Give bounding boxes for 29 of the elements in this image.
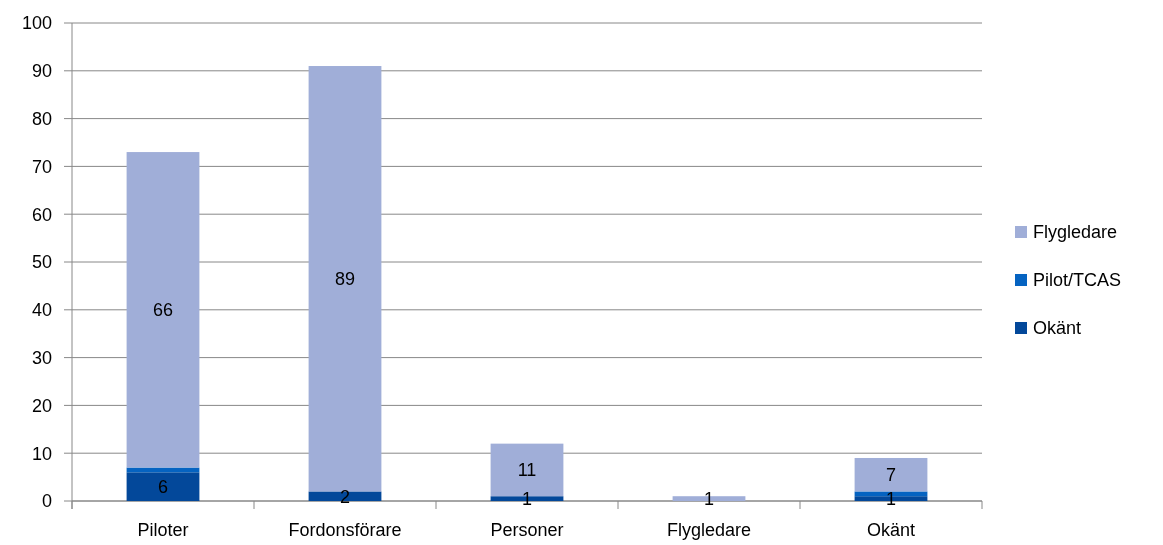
data-label: 66: [152, 300, 174, 321]
legend-label: Pilot/TCAS: [1033, 270, 1122, 291]
x-tick-label: Fordonsförare: [288, 520, 402, 541]
bar: [126, 472, 200, 501]
y-tick-label: 60: [31, 204, 52, 225]
y-tick-label: 100: [21, 13, 52, 34]
y-tick-label: 0: [41, 491, 52, 512]
y-tick-label: 70: [31, 156, 52, 177]
legend-label: Flygledare: [1033, 222, 1118, 243]
y-tick-label: 90: [31, 61, 52, 82]
y-tick-label: 80: [31, 108, 52, 129]
x-tick-label: Personer: [490, 520, 564, 541]
data-label: 11: [517, 460, 537, 481]
y-tick-label: 10: [31, 443, 52, 464]
data-label: 7: [885, 465, 897, 486]
y-tick-label: 30: [31, 347, 52, 368]
bar: [126, 152, 200, 468]
x-tick-label: Okänt: [866, 520, 916, 541]
y-tick-label: 20: [31, 395, 52, 416]
y-tick-label: 40: [31, 300, 52, 321]
data-label: 6: [157, 476, 169, 497]
data-label: 1: [703, 488, 715, 509]
x-tick-label: Piloter: [137, 520, 189, 541]
legend-label: Okänt: [1033, 318, 1082, 339]
bar: [308, 66, 382, 492]
y-tick-label: 50: [31, 252, 52, 273]
x-tick-label: Flygledare: [666, 520, 752, 541]
data-label: 89: [334, 269, 356, 290]
bar: [854, 457, 928, 492]
